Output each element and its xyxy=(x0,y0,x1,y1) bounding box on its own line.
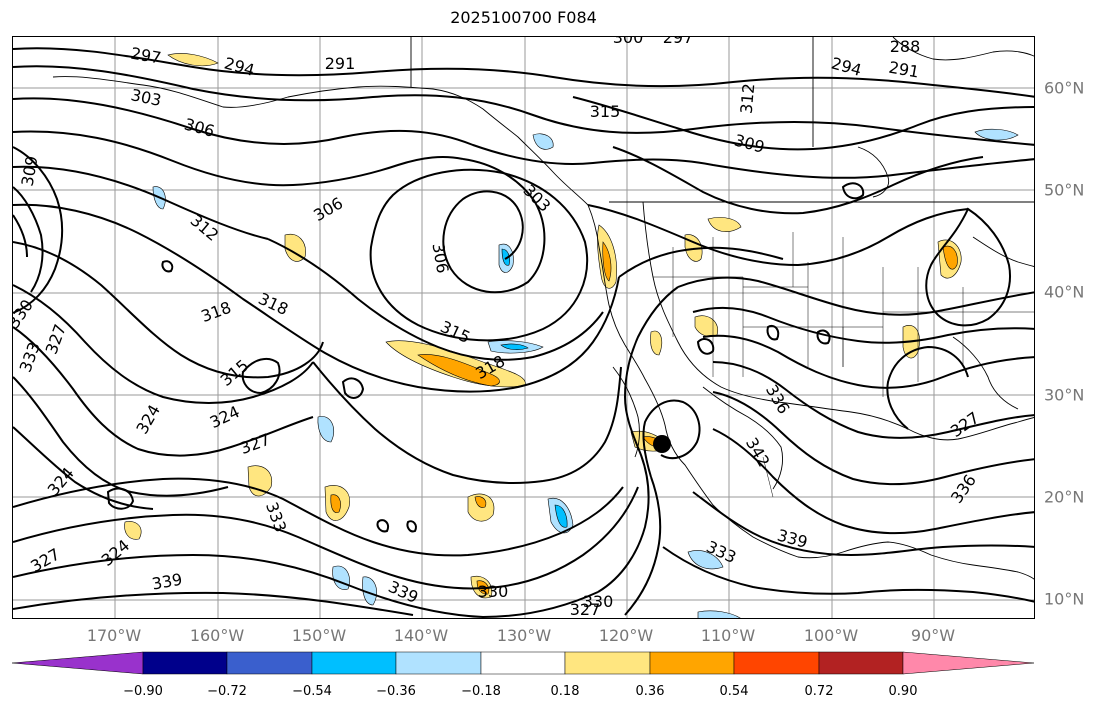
colorbar-tick: −0.72 xyxy=(207,684,247,699)
colorbar-segment xyxy=(12,651,144,675)
contour-label: 300 xyxy=(613,37,644,47)
contour-label: 330 xyxy=(583,592,614,611)
latitude-label: 60°N xyxy=(1044,78,1085,98)
colorbar-tick: 0.54 xyxy=(719,684,749,699)
contour-label: 339 xyxy=(150,570,183,594)
colorbar-tick: −0.18 xyxy=(461,684,501,699)
contour-label: 324 xyxy=(98,536,134,570)
colorbar-tick: −0.36 xyxy=(376,684,416,699)
longitude-label: 120°W xyxy=(598,626,654,645)
contour-label: 306 xyxy=(428,241,452,274)
longitude-label: 130°W xyxy=(496,626,552,645)
contour-label: 294 xyxy=(222,54,256,80)
colorbar-tick: 0.72 xyxy=(804,684,834,699)
contour-label: 324 xyxy=(132,401,164,437)
map-canvas: 297 294 291 300 297 288 291 294 303 306 … xyxy=(13,37,1034,619)
colorbar-segment xyxy=(480,651,566,675)
colorbar-tick: 0.90 xyxy=(888,684,918,699)
contour-label: 309 xyxy=(18,154,42,187)
colorbar xyxy=(12,651,1035,675)
contour-label: 315 xyxy=(437,317,473,347)
coastlines xyxy=(52,37,1034,580)
colorbar-segment xyxy=(395,651,482,675)
latitude-label: 20°N xyxy=(1044,487,1085,507)
longitude-label: 160°W xyxy=(189,626,245,645)
state-borders xyxy=(653,232,1034,498)
graticule xyxy=(13,37,1034,618)
shaded-anomalies xyxy=(124,53,1019,618)
contour-label: 318 xyxy=(199,298,234,326)
latitude-label: 30°N xyxy=(1044,385,1085,405)
contour-label: 327 xyxy=(238,430,273,458)
latitude-label: 10°N xyxy=(1044,589,1085,609)
contour-label: 333 xyxy=(262,500,290,535)
contour-label: 330 xyxy=(478,582,509,601)
storm-marker xyxy=(653,435,671,453)
longitude-label: 90°W xyxy=(910,626,956,645)
contour-label: 333 xyxy=(16,340,44,375)
contour-label: 324 xyxy=(44,464,78,500)
contour-label: 303 xyxy=(129,85,163,110)
contour-label: 288 xyxy=(890,37,921,56)
contour-label: 315 xyxy=(590,102,621,121)
latitude-label: 50°N xyxy=(1044,180,1085,200)
colorbar-segment xyxy=(564,651,651,675)
height-contours xyxy=(13,47,1034,618)
colorbar-tick: −0.54 xyxy=(292,684,332,699)
contour-label: 291 xyxy=(325,54,356,73)
latitude-label: 40°N xyxy=(1044,282,1085,302)
contour-labels: 297 294 291 300 297 288 291 294 303 306 … xyxy=(13,37,983,619)
colorbar-segment xyxy=(902,651,1035,675)
longitude-label: 170°W xyxy=(86,626,142,645)
map-title: 2025100700 F084 xyxy=(450,8,597,27)
contour-label: 294 xyxy=(829,54,863,80)
colorbar-segment xyxy=(142,651,228,675)
colorbar-segment xyxy=(733,651,820,675)
contour-label: 327 xyxy=(947,408,983,441)
contour-label: 324 xyxy=(207,402,243,432)
longitude-label: 150°W xyxy=(291,626,347,645)
contour-label: 297 xyxy=(129,44,162,68)
longitude-label: 100°W xyxy=(803,626,859,645)
contour-label: 297 xyxy=(663,37,694,47)
colorbar-tick: 0.36 xyxy=(635,684,665,699)
longitude-label: 140°W xyxy=(393,626,449,645)
colorbar-tick: −0.90 xyxy=(123,684,163,699)
contour-label: 327 xyxy=(42,322,70,357)
contour-label: 306 xyxy=(182,115,216,141)
contour-label: 291 xyxy=(887,58,920,82)
contour-label: 312 xyxy=(737,82,759,114)
contour-label: 339 xyxy=(775,526,809,552)
colorbar-segment xyxy=(226,651,313,675)
contour-label: 327 xyxy=(27,544,63,576)
colorbar-tick: 0.18 xyxy=(550,684,580,699)
colorbar-segment xyxy=(649,651,735,675)
colorbar-segment xyxy=(818,651,904,675)
colorbar-segment xyxy=(311,651,397,675)
map-panel: 297 294 291 300 297 288 291 294 303 306 … xyxy=(12,36,1035,619)
contour-label: 327 xyxy=(570,600,601,619)
contour-label: 312 xyxy=(187,211,223,245)
contour-label: 306 xyxy=(310,193,346,225)
longitude-label: 110°W xyxy=(700,626,756,645)
contour-label: 309 xyxy=(732,131,766,157)
contour-label: 315 xyxy=(217,356,253,390)
contour-label: 336 xyxy=(947,471,980,507)
contour-label: 336 xyxy=(762,381,794,417)
